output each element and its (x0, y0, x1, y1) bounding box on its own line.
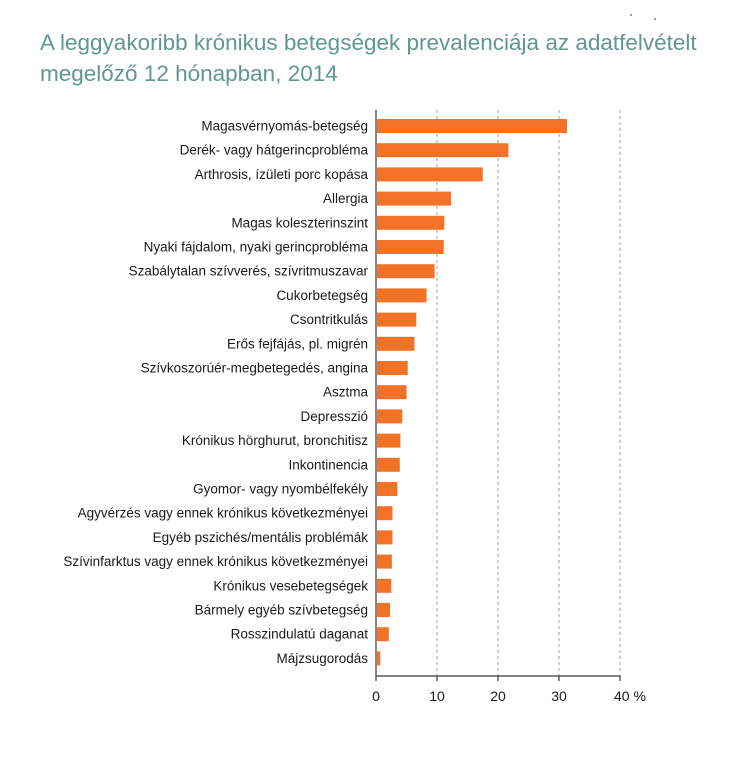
x-tick-label: 20 (490, 688, 506, 704)
bar (377, 215, 445, 230)
category-label: Rosszindulatú daganat (231, 627, 369, 642)
bar (377, 312, 417, 327)
bar (377, 506, 393, 521)
category-label: Csontritkulás (290, 312, 368, 327)
bar (377, 554, 392, 569)
bar (377, 409, 403, 424)
category-label: Nyaki fájdalom, nyaki gerincprobléma (144, 240, 369, 255)
category-label: Inkontinencia (288, 457, 368, 472)
bar (377, 361, 408, 375)
bar (377, 530, 393, 545)
category-label: Erős fejfájás, pl. migrén (227, 336, 368, 351)
bar (377, 482, 398, 496)
x-tick-label: 40 % (614, 688, 646, 704)
category-label: Szívinfarktus vagy ennek krónikus követk… (63, 554, 368, 569)
bar (377, 578, 392, 593)
bar (377, 336, 415, 351)
bar (377, 240, 444, 254)
bar (377, 433, 401, 448)
corner-mark (654, 18, 656, 20)
bar (377, 457, 400, 472)
chart-title: A leggyakoribb krónikus betegségek preva… (40, 30, 697, 86)
x-axis: 0 10 20 30 40 % (372, 110, 646, 704)
x-tick-label: 0 (372, 688, 380, 704)
x-tick-label: 10 (429, 688, 445, 704)
category-label: Krónikus vesebetegségek (213, 578, 368, 593)
x-tick-label: 30 (551, 688, 567, 704)
category-label: Magasvérnyomás-betegség (201, 119, 368, 134)
bar (377, 385, 407, 400)
gridlines (436, 110, 621, 676)
bar (377, 119, 567, 133)
bar (377, 167, 483, 182)
category-label: Derék- vagy hátgerincprobléma (180, 143, 369, 158)
category-labels: Magasvérnyomás-betegség Derék- vagy hátge… (63, 119, 368, 666)
bar (377, 651, 381, 666)
bar (377, 288, 427, 303)
category-label: Cukorbetegség (276, 288, 368, 303)
category-label: Arthrosis, ízületi porc kopása (195, 167, 369, 182)
bar (377, 264, 435, 279)
category-label: Bármely egyéb szívbetegség (195, 603, 368, 618)
bar (377, 143, 509, 158)
category-label: Egyéb pszichés/mentális problémák (153, 530, 369, 545)
category-label: Agyvérzés vagy ennek krónikus következmé… (78, 506, 368, 521)
bar (377, 191, 452, 206)
category-label: Szabálytalan szívverés, szívritmuszavar (129, 264, 369, 279)
category-label: Krónikus hörghurut, bronchitisz (182, 433, 368, 448)
category-label: Szívkoszorúér-megbetegedés, angina (141, 361, 369, 376)
corner-mark (630, 14, 632, 16)
category-label: Depresszió (300, 409, 368, 424)
bar (377, 603, 391, 617)
bars (377, 119, 567, 666)
category-label: Májzsugorodás (276, 651, 368, 666)
category-label: Magas koleszterinszint (231, 215, 368, 230)
category-label: Allergia (323, 191, 369, 206)
bar (377, 627, 389, 642)
category-label: Gyomor- vagy nyombélfekély (193, 482, 368, 497)
category-label: Asztma (323, 385, 369, 400)
